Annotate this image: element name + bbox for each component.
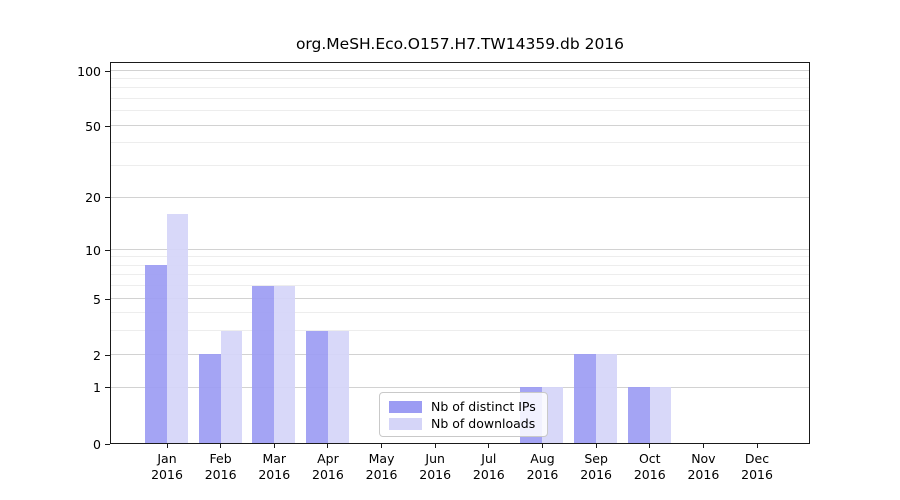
x-tick-mark-sep <box>595 444 597 448</box>
y-tick-label-20: 20 <box>85 190 101 206</box>
gridline-major-10 <box>111 248 809 250</box>
legend-swatch-downloads <box>389 417 422 430</box>
y-tick-mark-5 <box>105 298 110 300</box>
legend-row-downloads: Nb of downloads <box>389 416 538 431</box>
gridline-minor-40 <box>111 142 809 144</box>
x-tick-mark-nov <box>702 444 704 448</box>
gridline-minor-3 <box>111 330 809 332</box>
y-tick-label-5: 5 <box>93 291 101 307</box>
x-tick-label-nov: Nov 2016 <box>687 451 720 482</box>
x-tick-mark-aug <box>541 444 543 448</box>
x-tick-label-jul: Jul 2016 <box>472 451 505 482</box>
y-tick-mark-10 <box>105 249 110 251</box>
legend: Nb of distinct IPs Nb of downloads <box>379 392 548 437</box>
bar-ips-jan <box>145 265 167 443</box>
y-tick-mark-100 <box>105 70 110 72</box>
x-tick-label-dec: Dec 2016 <box>741 451 773 482</box>
bar-ips-feb <box>198 354 221 443</box>
bar-ips-apr <box>305 330 328 443</box>
x-tick-label-apr: Apr 2016 <box>312 451 344 482</box>
x-tick-label-aug: Aug 2016 <box>526 451 559 482</box>
gridline-major-20 <box>111 196 809 198</box>
gridline-minor-90 <box>111 78 809 79</box>
x-tick-label-oct: Oct 2016 <box>633 451 666 482</box>
gridline-minor-6 <box>111 285 809 287</box>
y-tick-mark-0 <box>105 443 110 445</box>
x-tick-label-jan: Jan 2016 <box>151 451 183 482</box>
gridline-minor-80 <box>111 87 809 89</box>
gridline-minor-8 <box>111 264 809 266</box>
plot-area <box>110 62 810 444</box>
bar-ips-sep <box>574 354 597 443</box>
x-tick-label-jun: Jun 2016 <box>419 451 452 482</box>
gridline-major-100 <box>111 69 809 71</box>
x-tick-mark-oct <box>649 444 651 448</box>
legend-swatch-distinct-ips <box>389 400 422 413</box>
y-tick-mark-1 <box>105 387 110 389</box>
gridline-minor-30 <box>111 165 809 167</box>
gridline-minor-9 <box>111 256 809 258</box>
bar-downloads-jan <box>167 214 188 443</box>
gridline-major-1 <box>111 386 809 388</box>
x-tick-mark-jun <box>434 444 436 448</box>
legend-label-downloads: Nb of downloads <box>431 416 536 431</box>
x-tick-label-sep: Sep 2016 <box>580 451 613 482</box>
y-tick-label-0: 0 <box>93 436 101 452</box>
x-tick-mark-apr <box>327 444 329 448</box>
gridline-major-50 <box>111 124 809 126</box>
x-tick-mark-feb <box>220 444 222 448</box>
y-tick-label-50: 50 <box>85 118 101 134</box>
x-tick-mark-mar <box>273 444 275 448</box>
x-tick-label-may: May 2016 <box>365 451 398 482</box>
legend-row-distinct-ips: Nb of distinct IPs <box>389 399 538 414</box>
y-tick-label-10: 10 <box>85 242 101 258</box>
gridline-minor-4 <box>111 312 809 314</box>
bar-ips-mar <box>252 285 275 443</box>
legend-label-distinct-ips: Nb of distinct IPs <box>431 399 536 414</box>
y-tick-label-1: 1 <box>93 380 101 396</box>
gridline-major-2 <box>111 353 809 355</box>
y-tick-label-2: 2 <box>93 347 101 363</box>
chart-title: org.MeSH.Eco.O157.H7.TW14359.db 2016 <box>295 35 625 53</box>
bar-downloads-sep <box>596 354 618 443</box>
x-tick-label-feb: Feb 2016 <box>204 451 237 482</box>
bar-downloads-oct <box>649 387 671 443</box>
gridline-minor-70 <box>111 98 809 100</box>
x-tick-mark-dec <box>756 444 758 448</box>
y-tick-label-100: 100 <box>77 63 101 79</box>
bar-downloads-apr <box>327 330 349 443</box>
gridline-minor-7 <box>111 274 809 276</box>
x-tick-mark-jan <box>166 444 168 448</box>
gridline-major-5 <box>111 297 809 299</box>
x-tick-mark-may <box>381 444 383 448</box>
bar-downloads-feb <box>220 330 242 443</box>
y-tick-mark-20 <box>105 197 110 199</box>
bar-ips-oct <box>627 387 650 443</box>
gridline-minor-60 <box>111 110 809 112</box>
bar-downloads-mar <box>274 285 296 443</box>
y-tick-mark-2 <box>105 354 110 356</box>
y-tick-mark-50 <box>105 125 110 127</box>
x-tick-mark-jul <box>488 444 490 448</box>
x-tick-label-mar: Mar 2016 <box>258 451 291 482</box>
